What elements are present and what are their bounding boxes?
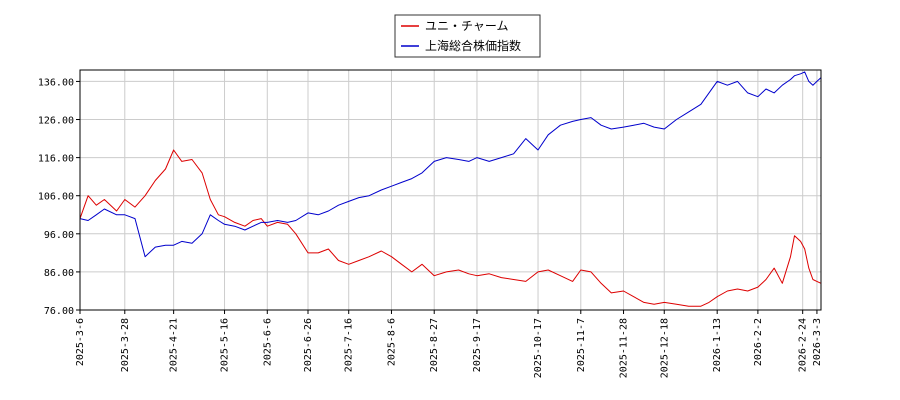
x-tick-label: 2025-12-18: [659, 318, 670, 378]
y-tick-label: 136.00: [38, 77, 74, 88]
y-tick-label: 116.00: [38, 154, 74, 165]
x-tick-label: 2025-8-6: [386, 318, 397, 366]
x-tick-label: 2025-10-17: [533, 318, 544, 378]
x-tick-label: 2025-6-6: [262, 318, 273, 366]
series-line-1: [79, 149, 822, 307]
axes: 76.00 86.00 96.00 106.00 116.00 126.00 136.00 2…: [38, 77, 823, 378]
legend-label-series-1: ユニ・チャーム: [425, 19, 509, 33]
y-tick-label: 126.00: [38, 116, 74, 127]
x-tick-label: 2025-4-21: [169, 318, 180, 372]
x-tick-label: 2025-5-16: [220, 318, 231, 372]
legend: ユニ・チャーム 上海総合株価指数: [394, 14, 541, 58]
series-layer: [79, 71, 822, 307]
y-tick-label: 106.00: [38, 192, 74, 203]
legend-box: [394, 14, 541, 58]
series-line-2: [79, 71, 822, 258]
x-tick-label: 2025-9-17: [472, 318, 483, 372]
x-tick-label: 2026-3-3: [812, 318, 823, 366]
x-tick-label: 2025-8-27: [429, 318, 440, 372]
legend-label-series-2: 上海総合株価指数: [425, 38, 521, 53]
y-tick-label: 96.00: [44, 230, 74, 241]
x-tick-label: 2025-3-6: [75, 318, 86, 366]
x-tick-label: 2026-1-13: [712, 318, 723, 372]
y-tick-label: 86.00: [44, 268, 74, 279]
x-tick-label: 2025-11-28: [619, 318, 630, 378]
x-tick-label: 2025-6-26: [303, 318, 314, 372]
grid: [79, 70, 821, 311]
x-tick-label: 2025-11-7: [576, 318, 587, 372]
x-tick-label: 2026-2-24: [798, 318, 809, 372]
plot-frame: [79, 69, 822, 311]
x-tick-label: 2025-7-16: [344, 318, 355, 372]
x-tick-label: 2025-3-28: [120, 318, 131, 372]
y-tick-label: 76.00: [44, 306, 74, 317]
x-tick-label: 2026-2-2: [753, 318, 764, 366]
